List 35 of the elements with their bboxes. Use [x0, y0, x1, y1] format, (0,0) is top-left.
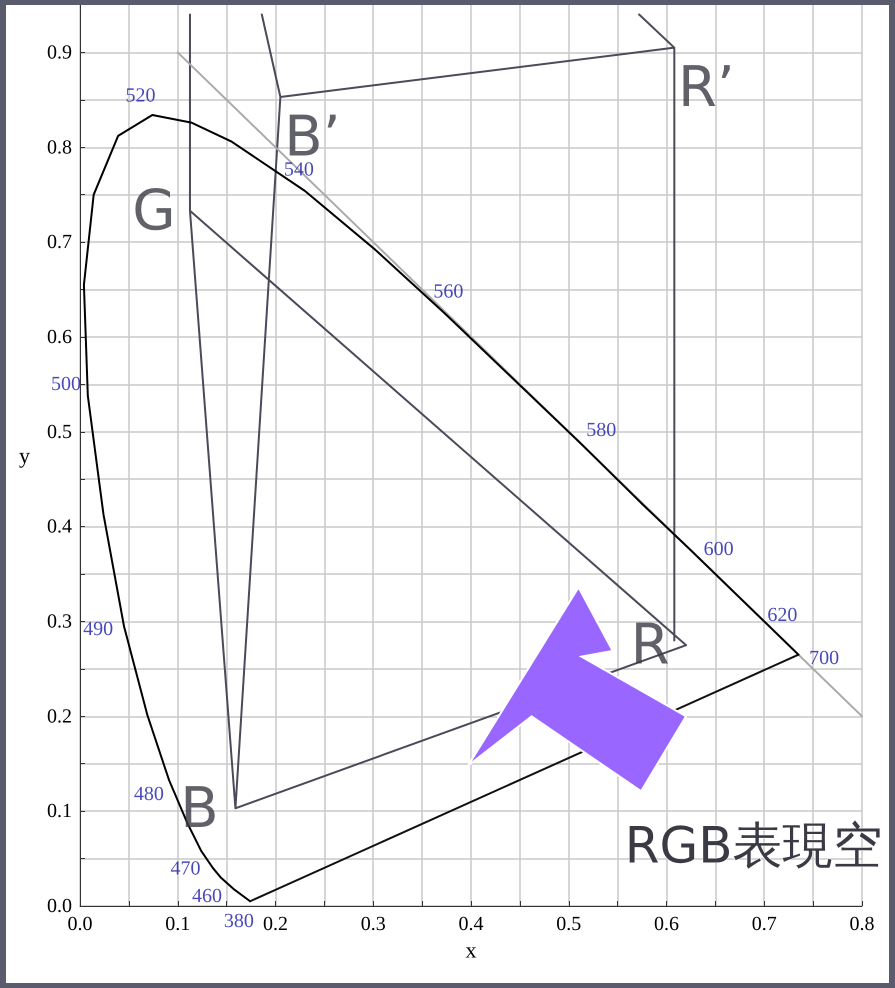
annotation: RGB表現空: [624, 816, 883, 874]
annotation: 520: [126, 84, 156, 106]
y-tick-label: 0.7: [47, 231, 72, 254]
annotation: 600: [704, 538, 734, 560]
y-tick-label: 0.5: [47, 420, 72, 443]
annotation: 700: [809, 647, 840, 670]
y-tick-label: 0.4: [47, 516, 72, 538]
annotation: 480: [134, 782, 164, 805]
x-tick-label: 0.4: [458, 913, 484, 935]
x-tick-label: 0.5: [556, 913, 582, 935]
x-tick-label: 0.2: [263, 913, 288, 935]
x-tick-label: 0.1: [165, 913, 190, 935]
x-axis-title: x: [466, 937, 476, 962]
annotation: G: [132, 178, 176, 244]
y-tick-label: 0.1: [47, 800, 72, 822]
y-tick-label: 0.2: [47, 705, 72, 728]
annotation: 620: [767, 604, 798, 626]
y-tick-label: 0.3: [47, 610, 72, 632]
annotation: 470: [170, 858, 201, 880]
annotation: 580: [586, 418, 616, 441]
x-tick-label: 0.7: [752, 913, 777, 935]
annotation: 540: [284, 158, 314, 180]
y-axis-title: y: [19, 443, 30, 468]
y-tick-label: 0.6: [47, 326, 72, 348]
y-tick-label: 0.8: [47, 136, 72, 158]
annotation: 560: [433, 280, 464, 302]
annotation: R’: [678, 55, 735, 120]
x-tick-label: 0.8: [850, 913, 874, 935]
annotation: B: [180, 776, 219, 841]
x-tick-label: 0.6: [654, 913, 679, 935]
annotation: 460: [192, 885, 222, 908]
x-tick-label: 0.3: [360, 913, 386, 935]
annotation: 380: [224, 910, 254, 932]
y-tick-label: 0.9: [47, 41, 72, 64]
annotation: 490: [83, 618, 114, 640]
